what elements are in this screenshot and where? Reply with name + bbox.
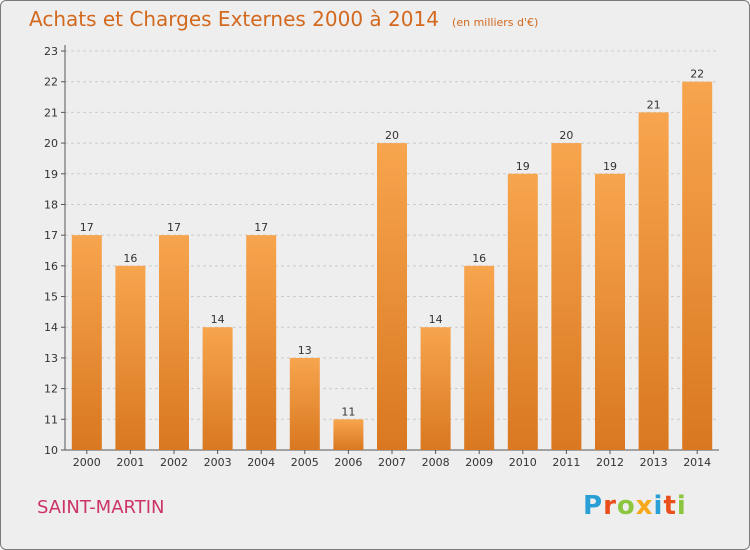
x-tick-label: 2013 bbox=[640, 456, 668, 469]
x-tick-label: 2002 bbox=[160, 456, 188, 469]
bar-2003 bbox=[202, 327, 233, 450]
bar-2004 bbox=[246, 235, 277, 450]
x-tick-label: 2004 bbox=[247, 456, 275, 469]
y-tick-label: 10 bbox=[44, 444, 58, 457]
y-tick-label: 19 bbox=[44, 168, 58, 181]
y-tick-label: 18 bbox=[44, 198, 58, 211]
y-tick-label: 12 bbox=[44, 383, 58, 396]
bar-2008 bbox=[420, 327, 451, 450]
bar-2005 bbox=[289, 357, 320, 450]
x-tick-label: 2010 bbox=[509, 456, 537, 469]
bar-value-label: 16 bbox=[472, 252, 486, 265]
logo-letter: t bbox=[663, 491, 677, 521]
y-tick-label: 13 bbox=[44, 352, 58, 365]
chart-title: Achats et Charges Externes 2000 à 2014 bbox=[29, 7, 439, 31]
bar-2001 bbox=[115, 265, 146, 450]
bar-2012 bbox=[595, 173, 625, 450]
bar-value-label: 17 bbox=[167, 221, 181, 234]
bar-2013 bbox=[638, 112, 669, 450]
x-tick-label: 2006 bbox=[334, 456, 362, 469]
y-tick-label: 20 bbox=[44, 137, 58, 150]
x-tick-label: 2012 bbox=[596, 456, 624, 469]
bars bbox=[71, 81, 713, 451]
logo-letter: x bbox=[635, 491, 654, 521]
bar-value-label: 13 bbox=[298, 344, 312, 357]
bar-2010 bbox=[507, 173, 538, 450]
unit-note: (en milliers d'€) bbox=[452, 16, 539, 29]
bar-value-label: 11 bbox=[341, 405, 355, 418]
x-tick-label: 2011 bbox=[552, 456, 580, 469]
y-tick-label: 16 bbox=[44, 260, 58, 273]
labels: 10 11 12 13 14 15 16 17 18 19 20 21 22 23 17 2000 16 2001… bbox=[44, 45, 711, 469]
bar-value-label: 21 bbox=[647, 98, 661, 111]
y-tick-label: 17 bbox=[44, 229, 58, 242]
x-tick-label: 2007 bbox=[378, 456, 406, 469]
bar-2007 bbox=[377, 143, 407, 451]
bar-2009 bbox=[464, 265, 495, 450]
logo-letter: i bbox=[653, 491, 664, 521]
logo-letter: P bbox=[583, 491, 604, 521]
x-tick-label: 2014 bbox=[683, 456, 711, 469]
y-tick-label: 15 bbox=[44, 291, 58, 304]
bar-value-label: 19 bbox=[603, 160, 617, 173]
y-tick-label: 23 bbox=[44, 45, 58, 58]
x-tick-label: 2005 bbox=[291, 456, 319, 469]
bar-value-label: 22 bbox=[690, 68, 704, 81]
x-tick-label: 2008 bbox=[422, 456, 450, 469]
proxiti-logo: Proxiti bbox=[583, 491, 687, 521]
bar-2011 bbox=[551, 143, 582, 451]
x-tick-label: 2001 bbox=[116, 456, 144, 469]
bar-value-label: 14 bbox=[429, 313, 443, 326]
bar-value-label: 20 bbox=[385, 129, 399, 142]
y-tick-label: 21 bbox=[44, 106, 58, 119]
bar-2000 bbox=[71, 235, 102, 450]
x-tick-label: 2009 bbox=[465, 456, 493, 469]
bar-2006 bbox=[333, 419, 364, 450]
x-tick-label: 2000 bbox=[73, 456, 101, 469]
bar-value-label: 19 bbox=[516, 160, 530, 173]
y-tick-label: 14 bbox=[44, 321, 58, 334]
chart-title-block: Achats et Charges Externes 2000 à 2014 (… bbox=[29, 7, 538, 31]
bar-2002 bbox=[159, 235, 189, 450]
x-tick-label: 2003 bbox=[204, 456, 232, 469]
bar-value-label: 17 bbox=[254, 221, 268, 234]
bar-value-label: 20 bbox=[559, 129, 573, 142]
logo-letter: o bbox=[616, 491, 636, 521]
bar-value-label: 14 bbox=[211, 313, 225, 326]
commune-name: SAINT-MARTIN bbox=[37, 497, 165, 518]
logo-letter: r bbox=[603, 491, 617, 521]
bar-2014 bbox=[682, 81, 713, 450]
logo-letter: i bbox=[676, 491, 687, 521]
y-tick-label: 22 bbox=[44, 76, 58, 89]
bar-value-label: 16 bbox=[123, 252, 137, 265]
bar-value-label: 17 bbox=[80, 221, 94, 234]
y-tick-label: 11 bbox=[44, 413, 58, 426]
